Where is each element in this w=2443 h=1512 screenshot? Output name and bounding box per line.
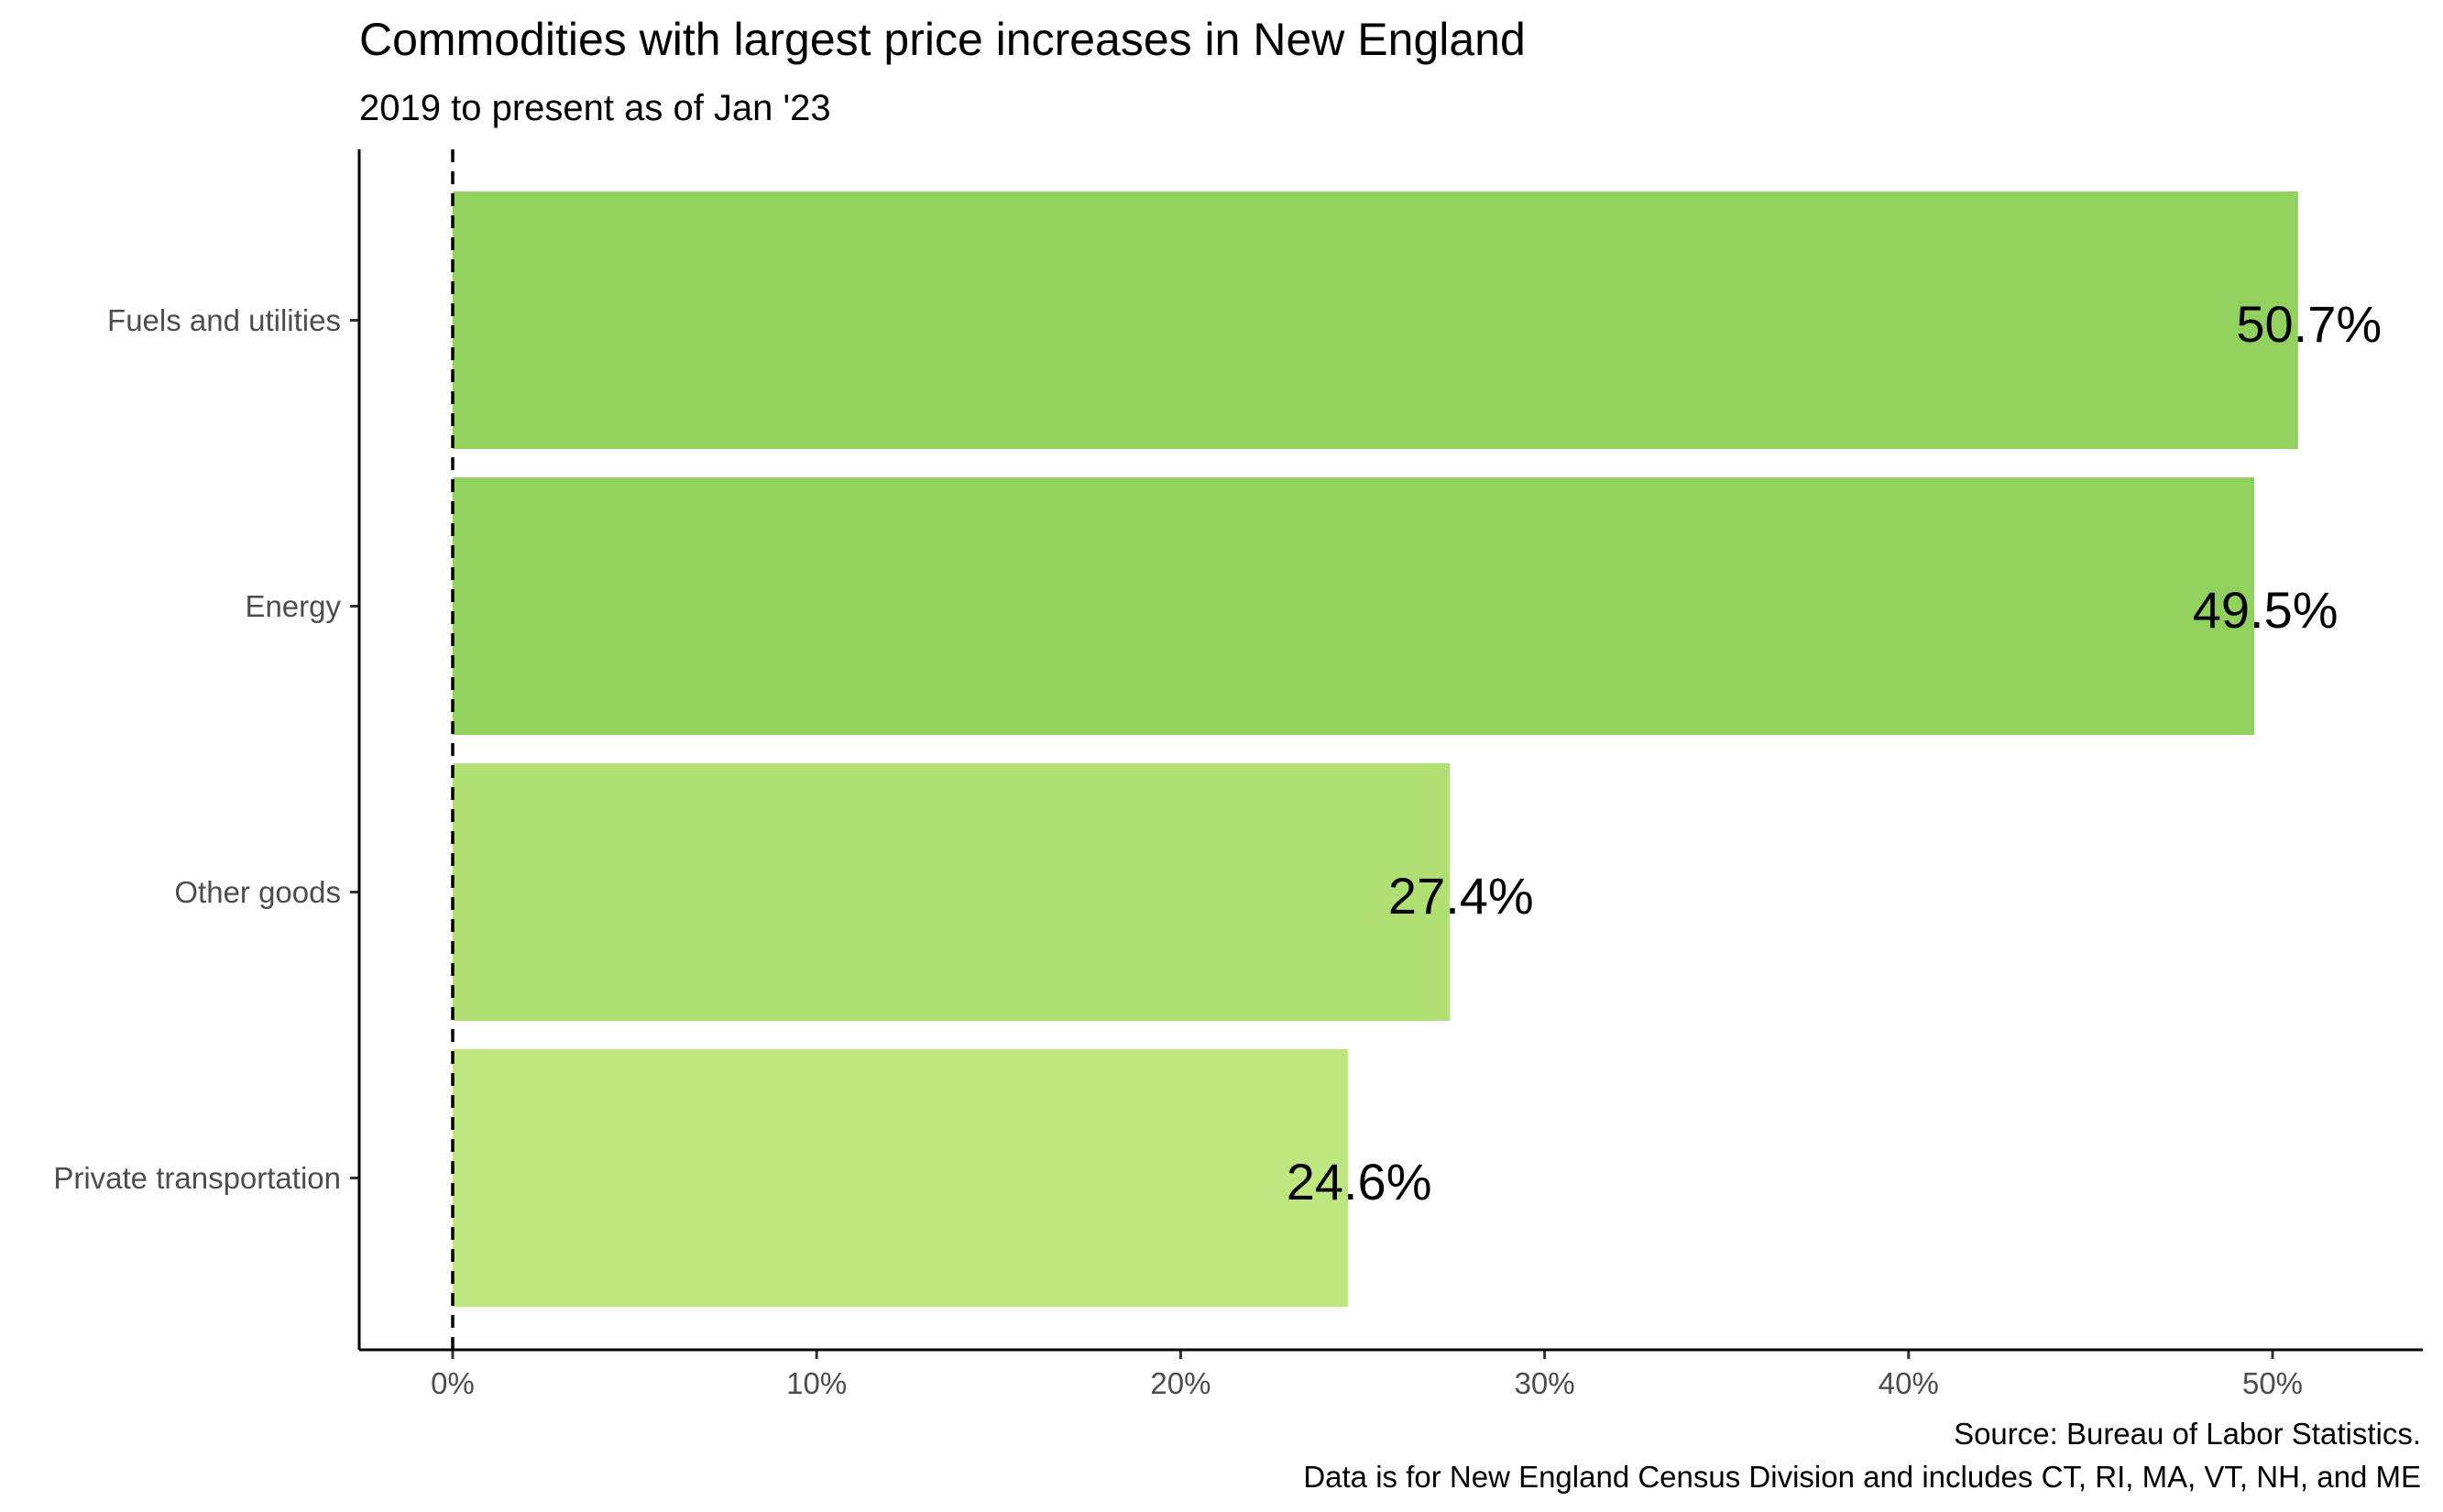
category-label: Other goods (174, 875, 341, 909)
x-tick-label: 20% (1150, 1366, 1211, 1400)
category-label: Fuels and utilities (107, 303, 341, 337)
chart-subtitle: 2019 to present as of Jan '23 (359, 88, 831, 128)
bar (453, 477, 2255, 735)
x-tick-label: 30% (1515, 1366, 1575, 1400)
bar-value-label: 49.5% (2193, 581, 2339, 639)
category-label: Private transportation (53, 1161, 341, 1195)
x-tick-label: 10% (786, 1366, 847, 1400)
bar (453, 1049, 1349, 1307)
bar-value-label: 24.6% (1287, 1153, 1432, 1211)
chart-title: Commodities with largest price increases… (359, 14, 1526, 65)
caption-note: Data is for New England Census Division … (1303, 1460, 2421, 1494)
plot-area: Fuels and utilities 50.7% Energy 49.5% Other… (53, 149, 2382, 1400)
bar-value-label: 50.7% (2236, 295, 2382, 353)
x-tick-label: 40% (1879, 1366, 1939, 1400)
bar (453, 763, 1451, 1021)
x-tick-label: 50% (2242, 1366, 2303, 1400)
category-label: Energy (245, 589, 341, 623)
caption-source: Source: Bureau of Labor Statistics. (1954, 1417, 2421, 1451)
x-tick-label: 0% (431, 1366, 475, 1400)
bar-value-label: 27.4% (1388, 867, 1534, 925)
bar (453, 192, 2298, 449)
